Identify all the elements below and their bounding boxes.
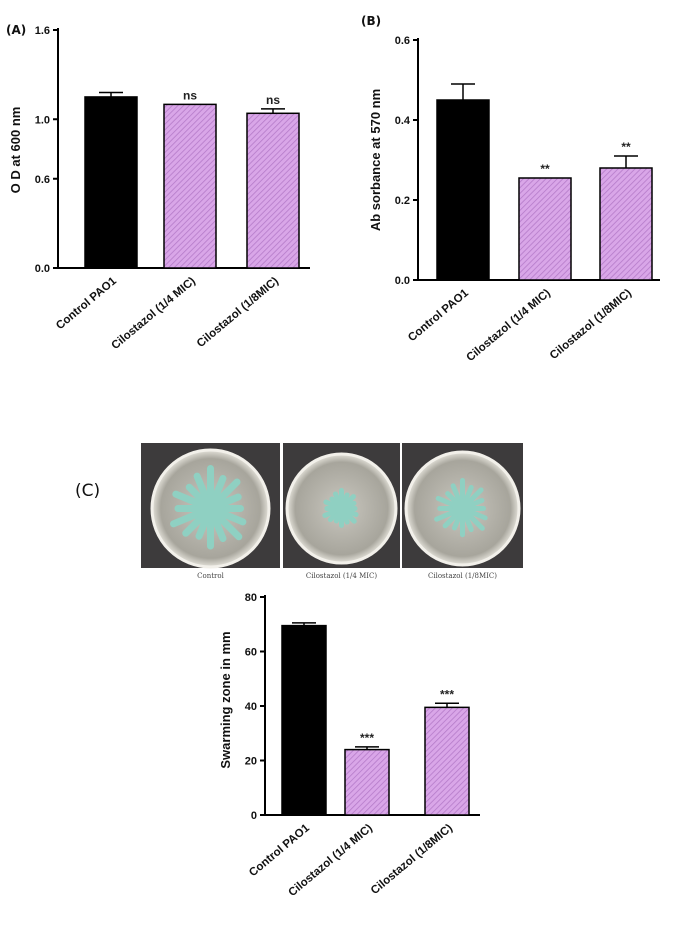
- chart-c: 0 20 40 60 80 Swarming zone in mm Control PAO1…: [218, 592, 480, 899]
- significance-label: **: [621, 140, 631, 154]
- x-tick-label: Control PAO1: [406, 287, 471, 344]
- bar-1: [84, 96, 138, 269]
- x-tick-label: Control PAO1: [247, 822, 312, 879]
- chart-a: 0.0 0.6 1.0 1.6 O D at 600 nm Control PAO1 ns C…: [8, 25, 310, 352]
- significance-label: ns: [183, 88, 197, 102]
- y-tick-label: 1.6: [35, 25, 50, 37]
- y-tick-label: 0.6: [35, 174, 50, 186]
- panel-label-a: (A): [6, 23, 26, 37]
- significance-label: ns: [266, 93, 280, 107]
- x-tick-label: Cilostazol (1/8MIC): [548, 287, 634, 362]
- y-tick-label: 0.0: [35, 263, 50, 275]
- y-tick-label: 80: [245, 592, 257, 604]
- swarm-center: [335, 502, 348, 515]
- significance-label: ***: [360, 731, 374, 745]
- y-tick-label: 0.6: [395, 35, 410, 47]
- y-axis-label: O D at 600 nm: [8, 107, 23, 194]
- y-tick-label: 1.0: [35, 114, 50, 126]
- x-tick-label: Control PAO1: [54, 275, 119, 332]
- significance-label: **: [540, 162, 550, 176]
- y-tick-label: 0: [251, 810, 257, 822]
- y-tick-label: 0.2: [395, 195, 410, 207]
- plate-caption: Control: [197, 572, 224, 580]
- x-tick-label: Cilostazol (1/8MIC): [369, 822, 455, 897]
- y-axis-label: Swarming zone in mm: [218, 631, 233, 768]
- x-tick-label: Cilostazol (1/8MIC): [195, 275, 281, 350]
- chart-b: 0.0 0.2 0.4 0.6 Ab sorbance at 570 nm Control…: [368, 35, 660, 364]
- bar-2: [163, 103, 217, 269]
- y-axis-label: Ab sorbance at 570 nm: [368, 89, 383, 231]
- plate-caption: Cilostazol (1/4 MIC): [306, 572, 378, 580]
- x-tick-label: Cilostazol (1/4 MIC): [464, 287, 553, 364]
- panel-label-b: (B): [361, 14, 381, 28]
- bar-3: [246, 112, 300, 269]
- y-tick-label: 20: [245, 756, 257, 768]
- bar-2: [518, 177, 572, 281]
- significance-label: ***: [440, 687, 454, 701]
- y-tick-label: 60: [245, 647, 257, 659]
- swarm-center: [196, 494, 225, 523]
- bar-1: [436, 99, 490, 281]
- bar-3: [424, 706, 470, 816]
- y-tick-label: 0.0: [395, 275, 410, 287]
- plate-caption: Cilostazol (1/8MIC): [428, 572, 497, 580]
- x-tick-label: Cilostazol (1/4 MIC): [109, 275, 198, 352]
- y-tick-label: 40: [245, 701, 257, 713]
- swarming-plate-photos: Control Cilostazol (1/4 MIC) Cilostazol (1…: [141, 443, 523, 580]
- bar-3: [599, 167, 653, 281]
- swarm-center: [452, 498, 473, 519]
- y-tick-label: 0.4: [395, 115, 411, 127]
- panel-label-c: (C): [75, 481, 100, 501]
- bar-2: [344, 748, 390, 816]
- bar-1: [281, 624, 327, 816]
